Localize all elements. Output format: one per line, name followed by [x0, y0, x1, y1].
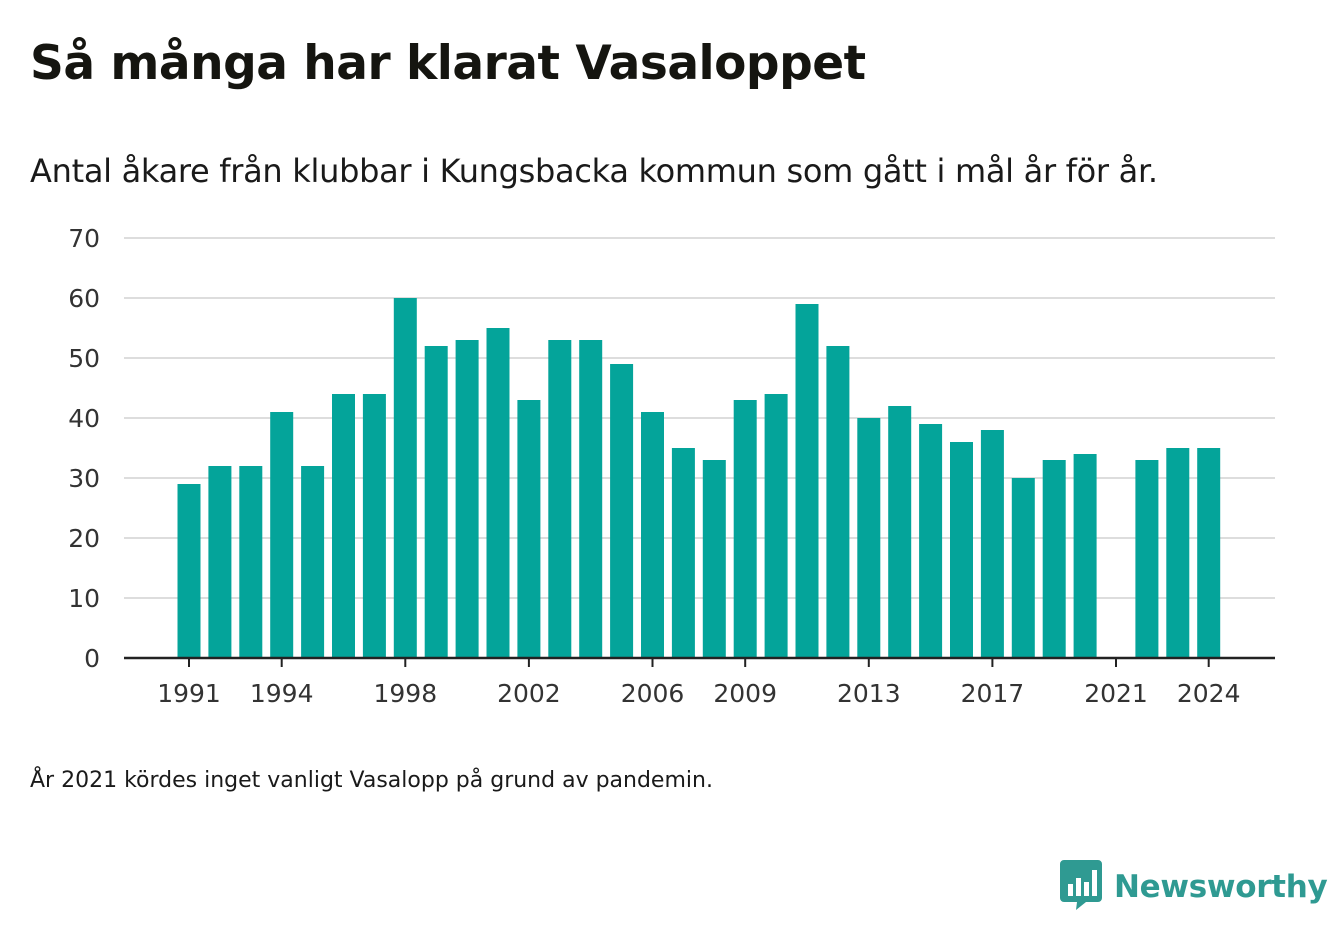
x-tick-label-2013: 2013: [837, 679, 901, 708]
bar-1991: [177, 484, 201, 658]
chart-title: Så många har klarat Vasaloppet: [30, 36, 866, 91]
x-tick-label-2021: 2021: [1084, 679, 1148, 708]
y-tick-label-0: 0: [84, 644, 100, 673]
x-tick-label-2009: 2009: [713, 679, 777, 708]
x-tick-label-2024: 2024: [1177, 679, 1241, 708]
bar-2019: [1042, 460, 1066, 658]
bar-1999: [424, 346, 448, 658]
bar-chart: 0 10 20 30 40 50 60 70 1991 1994 1998 2002 2006 2009 2…: [68, 224, 1275, 708]
grid-lines: [124, 237, 1275, 599]
bar-2007: [671, 448, 695, 658]
bar-2011: [795, 304, 819, 658]
bar-2003: [548, 340, 572, 658]
y-tick-label-10: 10: [68, 584, 100, 613]
bar-1995: [301, 466, 325, 658]
bar-2008: [702, 460, 726, 658]
x-tick-label-2002: 2002: [497, 679, 561, 708]
x-tick-label-1998: 1998: [373, 679, 437, 708]
bar-2015: [919, 424, 943, 658]
chart-subtitle: Antal åkare från klubbar i Kungsbacka ko…: [30, 152, 1158, 190]
bar-1994: [270, 412, 294, 658]
bar-2018: [1011, 478, 1035, 658]
bar-2023: [1166, 448, 1190, 658]
y-tick-label-40: 40: [68, 404, 100, 433]
bar-1997: [362, 394, 386, 658]
bar-2000: [455, 340, 479, 658]
y-tick-label-70: 70: [68, 224, 100, 253]
brand-logo[interactable]: Newsworthy: [1060, 860, 1328, 914]
bar-2022: [1135, 460, 1159, 658]
bar-2005: [610, 364, 634, 658]
bar-2013: [857, 418, 881, 658]
bar-2010: [764, 394, 788, 658]
bar-1998: [393, 298, 417, 658]
x-tick-label-1991: 1991: [157, 679, 221, 708]
bars: [177, 298, 1221, 658]
x-tick-label-1994: 1994: [250, 679, 314, 708]
bar-2024: [1197, 448, 1221, 658]
y-tick-label-60: 60: [68, 284, 100, 313]
footnote: År 2021 kördes inget vanligt Vasalopp på…: [30, 768, 713, 793]
bar-2006: [641, 412, 664, 658]
y-tick-label-50: 50: [68, 344, 100, 373]
y-tick-label-20: 20: [68, 524, 100, 553]
bar-2009: [733, 400, 757, 658]
x-tick-label-2017: 2017: [961, 679, 1025, 708]
y-tick-label-30: 30: [68, 464, 100, 493]
newsworthy-logo-icon: [1060, 860, 1102, 914]
bar-2002: [517, 400, 541, 658]
bar-2012: [826, 346, 850, 658]
bar-2017: [980, 430, 1004, 658]
axes: 0 10 20 30 40 50 60 70 1991 1994 1998 2002 2006 2009 2…: [68, 224, 1275, 708]
bar-2001: [486, 328, 510, 658]
bar-1992: [208, 466, 232, 658]
bar-2014: [888, 406, 912, 658]
bar-2020: [1073, 454, 1097, 658]
x-tick-label-2006: 2006: [621, 679, 685, 708]
brand-name: Newsworthy: [1114, 869, 1328, 905]
bar-2016: [950, 442, 973, 658]
bar-2004: [579, 340, 603, 658]
bar-1993: [239, 466, 263, 658]
bar-1996: [332, 394, 355, 658]
